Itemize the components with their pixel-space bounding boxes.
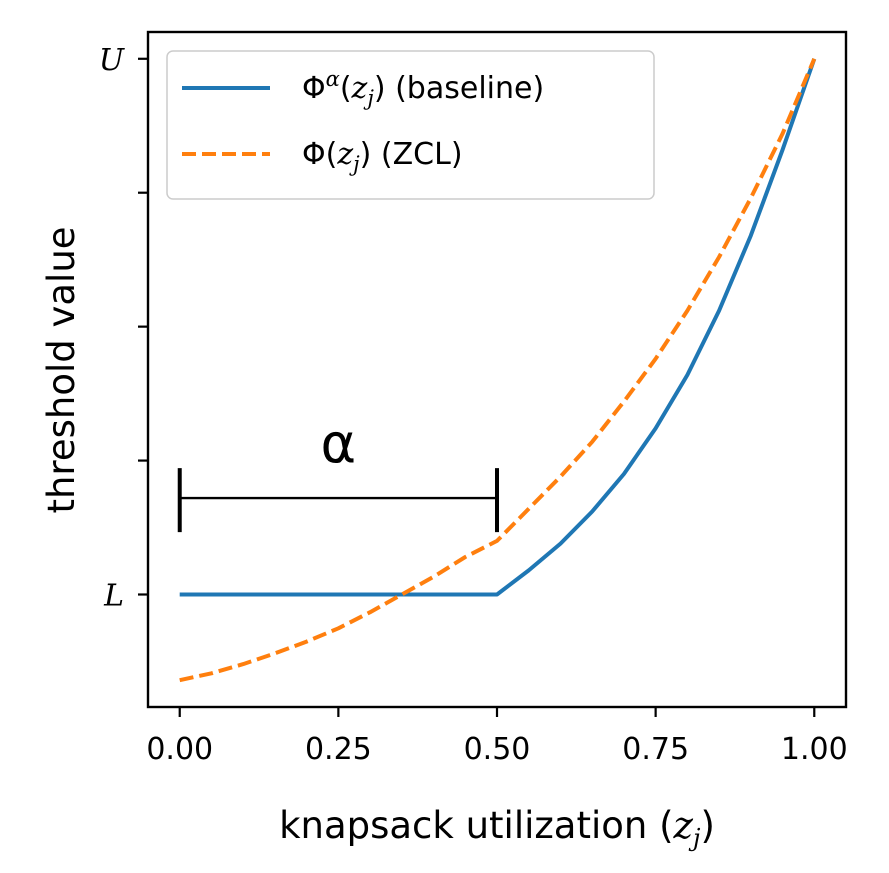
plot-content: [179, 58, 817, 683]
x-axis-label: knapsack utilization (zj): [279, 804, 715, 852]
legend-box: [166, 50, 655, 200]
series-line-baseline: [179, 58, 817, 597]
y-axis: LU: [99, 43, 148, 614]
series-line-zcl: [179, 58, 817, 683]
legend: Φα(zj) (baseline) Φ(zj) (ZCL): [166, 50, 655, 200]
legend-label-zcl: Φ(zj) (ZCL): [302, 137, 463, 176]
x-tick-label: 0.50: [464, 732, 531, 767]
alpha-label: α: [321, 412, 357, 475]
x-tick-label: 0.75: [622, 732, 689, 767]
alpha-annotation: α: [177, 412, 499, 533]
x-axis: 0.00 0.25 0.50 0.75 1.00: [146, 707, 848, 767]
y-axis-label: threshold value: [40, 226, 83, 513]
x-tick-label: 1.00: [781, 732, 848, 767]
legend-label-baseline: Φα(zj) (baseline): [302, 67, 544, 110]
x-tick-label: 0.25: [305, 732, 372, 767]
x-tick-label: 0.00: [146, 732, 213, 767]
y-tick-label: L: [103, 579, 124, 614]
y-tick-label: U: [99, 43, 126, 78]
